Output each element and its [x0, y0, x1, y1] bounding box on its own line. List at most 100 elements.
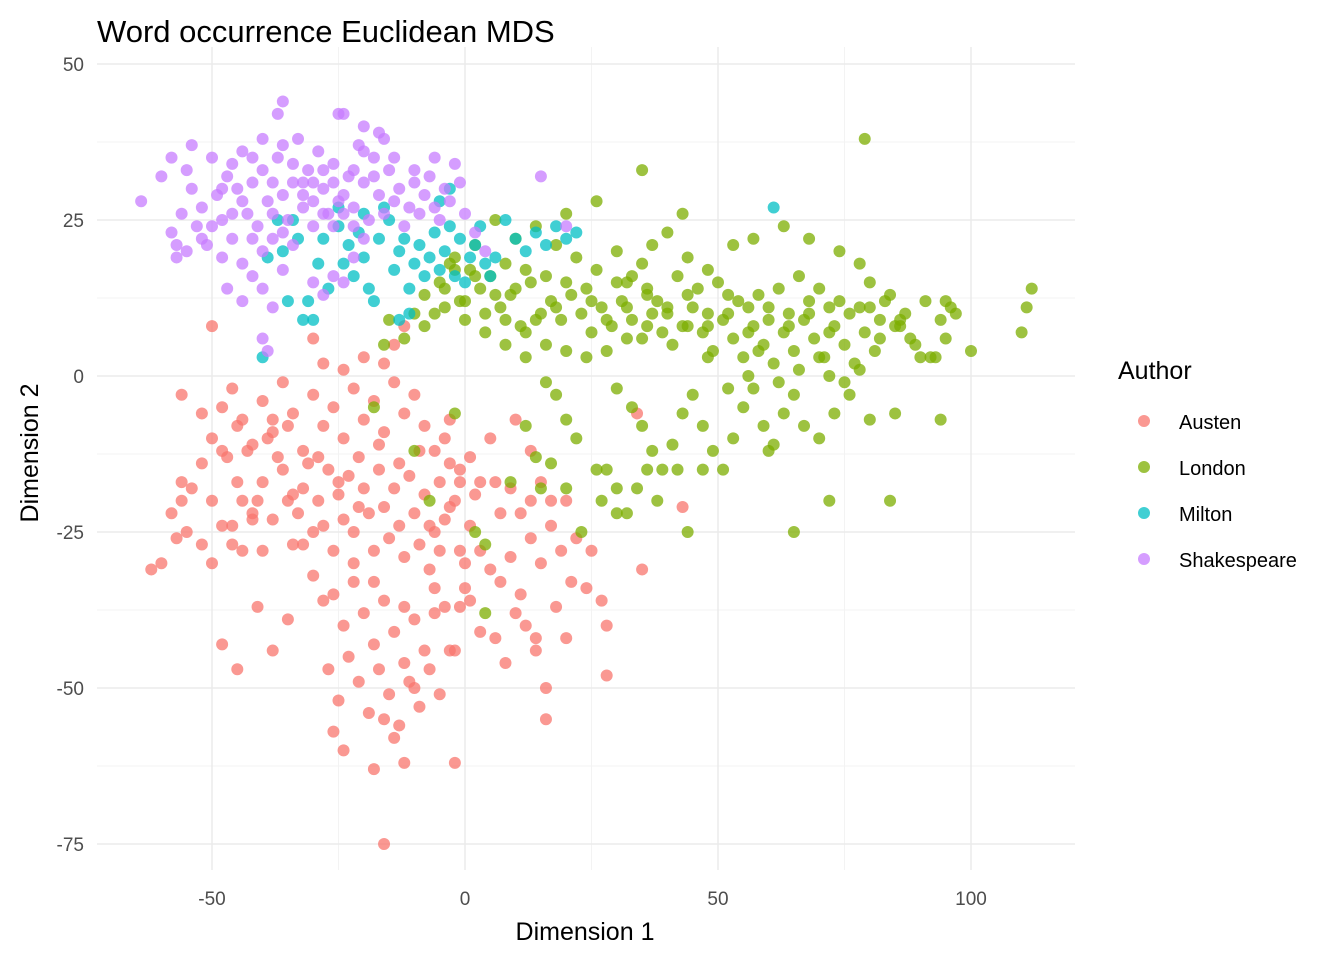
- data-point: [317, 519, 330, 532]
- data-point: [357, 145, 370, 158]
- legend-label: Milton: [1179, 504, 1232, 526]
- data-point: [286, 538, 299, 551]
- data-point: [297, 313, 310, 326]
- data-point: [464, 451, 477, 464]
- data-point: [216, 638, 229, 651]
- data-point: [453, 544, 466, 557]
- data-point: [681, 526, 694, 538]
- data-point: [656, 463, 669, 476]
- data-point: [595, 301, 608, 314]
- data-point: [393, 313, 406, 326]
- data-point: [155, 170, 168, 183]
- data-point: [398, 600, 411, 613]
- data-point: [514, 588, 527, 601]
- data-point: [529, 632, 542, 645]
- data-point: [195, 538, 208, 551]
- data-point: [529, 226, 542, 239]
- data-point: [276, 463, 289, 476]
- data-point: [560, 482, 573, 495]
- data-point: [474, 476, 487, 489]
- data-point: [610, 382, 623, 395]
- data-point: [393, 519, 406, 532]
- data-point: [858, 132, 871, 145]
- data-point: [135, 195, 148, 208]
- data-point: [367, 544, 380, 557]
- data-point: [403, 307, 416, 320]
- data-point: [307, 220, 320, 233]
- data-point: [600, 313, 613, 326]
- data-point: [610, 482, 623, 495]
- data-point: [216, 401, 229, 414]
- data-point: [327, 544, 340, 557]
- data-point: [347, 557, 360, 570]
- data-point: [681, 320, 694, 333]
- data-point: [570, 226, 583, 239]
- data-point: [443, 501, 456, 514]
- data-point: [180, 164, 193, 177]
- data-point: [393, 245, 406, 258]
- data-point: [155, 557, 168, 570]
- data-point: [271, 151, 284, 164]
- data-point: [206, 432, 218, 445]
- data-point: [686, 301, 699, 314]
- data-point: [504, 476, 517, 489]
- data-point: [742, 326, 755, 339]
- data-point: [276, 189, 289, 202]
- data-point: [367, 575, 380, 588]
- data-point: [469, 488, 482, 501]
- data-point: [1025, 282, 1038, 295]
- data-point: [610, 507, 623, 520]
- data-point: [256, 544, 269, 557]
- data-point: [610, 245, 623, 258]
- data-point: [337, 363, 350, 376]
- data-point: [924, 351, 937, 364]
- data-point: [337, 513, 350, 526]
- data-point: [529, 313, 542, 326]
- data-point: [221, 170, 234, 183]
- minor-gridlines: [97, 47, 1075, 870]
- data-point: [393, 457, 406, 470]
- data-point: [651, 295, 664, 308]
- data-point: [357, 413, 370, 426]
- data-point: [332, 107, 345, 120]
- data-point: [691, 282, 704, 295]
- data-point: [165, 507, 178, 520]
- data-point: [327, 401, 340, 414]
- data-point: [706, 444, 719, 457]
- data-point: [539, 238, 552, 251]
- legend-title: Author: [1118, 357, 1192, 385]
- data-point: [722, 382, 735, 395]
- data-point: [347, 526, 360, 538]
- data-point: [383, 532, 396, 545]
- data-point: [833, 295, 846, 308]
- data-point: [934, 413, 947, 426]
- data-point: [398, 657, 411, 670]
- x-tick-label: 0: [460, 889, 471, 910]
- data-point: [226, 232, 239, 245]
- data-point: [367, 170, 380, 183]
- data-point: [418, 419, 431, 432]
- data-point: [443, 457, 456, 470]
- data-point: [256, 245, 269, 258]
- data-point: [337, 189, 350, 202]
- x-tick-label: 100: [955, 889, 987, 910]
- data-point: [585, 295, 598, 308]
- data-point: [367, 763, 380, 776]
- data-point: [863, 276, 876, 289]
- data-point: [803, 307, 816, 320]
- data-point: [560, 232, 573, 245]
- data-point: [216, 251, 229, 264]
- data-point: [889, 407, 902, 420]
- data-point: [570, 432, 583, 445]
- data-point: [514, 507, 527, 520]
- data-point: [550, 388, 563, 401]
- data-point: [352, 451, 365, 464]
- data-point: [671, 270, 684, 283]
- data-point: [489, 251, 502, 264]
- data-point: [408, 257, 421, 270]
- legend-key: [1138, 553, 1150, 565]
- data-point: [256, 332, 269, 345]
- data-point: [529, 451, 542, 464]
- data-point: [494, 575, 507, 588]
- data-point: [873, 313, 886, 326]
